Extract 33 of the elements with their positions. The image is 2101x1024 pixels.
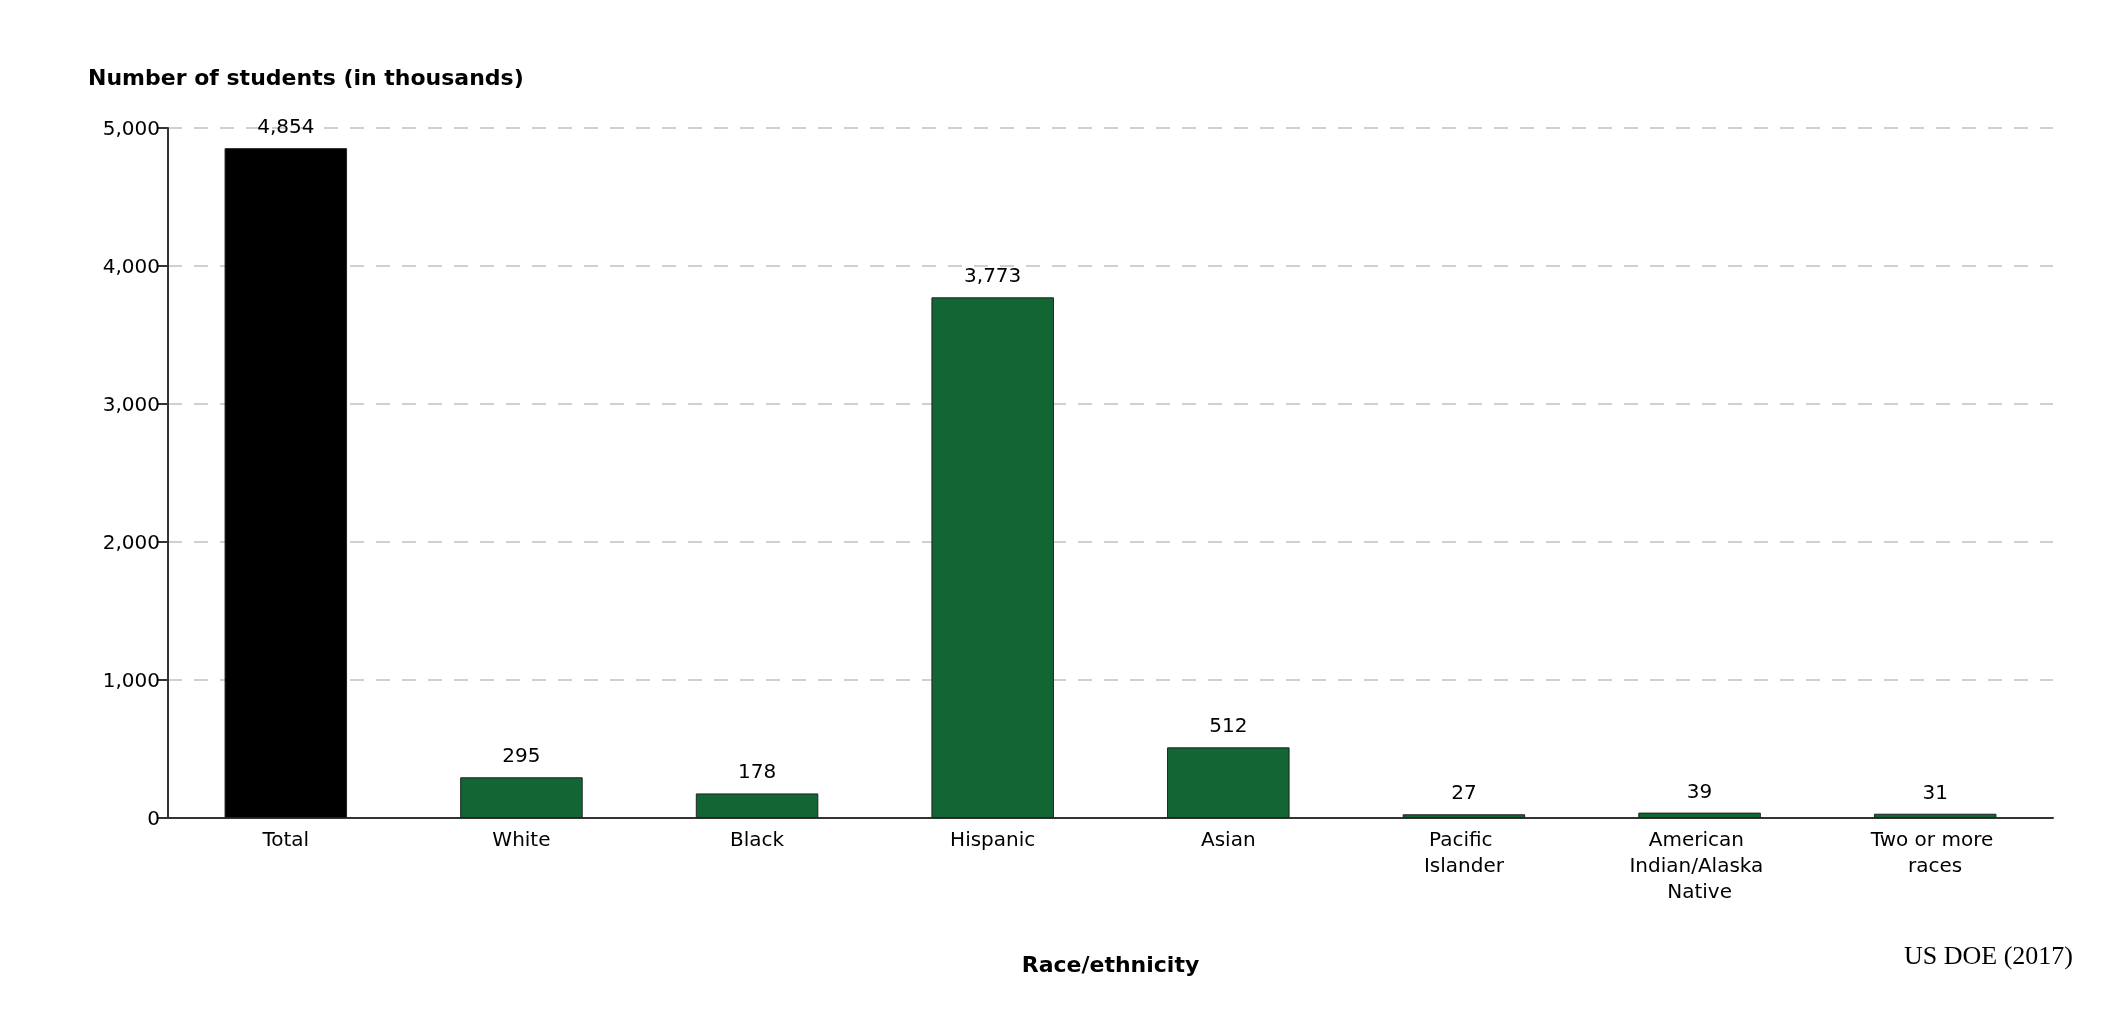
x-axis-title: Race/ethnicity — [1021, 951, 1200, 977]
x-tick-label: White — [492, 827, 551, 851]
y-tick-label: 5,000 — [102, 116, 160, 140]
bar — [931, 297, 1054, 818]
y-tick-label: 2,000 — [102, 530, 160, 554]
data-label: 4,854 — [257, 114, 315, 139]
x-tick-label: American Indian/Alaska Native — [1629, 827, 1770, 903]
bar — [1638, 812, 1761, 818]
data-label: 31 — [1922, 779, 1948, 804]
x-tick-label: Total — [261, 827, 310, 851]
data-label: 295 — [502, 743, 541, 768]
bar — [1873, 813, 1997, 818]
bar — [1402, 814, 1526, 818]
x-tick-label: Pacific Islander — [1423, 827, 1505, 877]
bar — [695, 793, 819, 818]
data-label: 39 — [1686, 778, 1713, 803]
y-tick-label: 3,000 — [102, 392, 160, 416]
data-label: 178 — [737, 759, 777, 784]
data-label: 512 — [1209, 713, 1248, 738]
bar — [224, 148, 348, 818]
data-label: 27 — [1451, 780, 1477, 805]
y-tick-label: 1,000 — [102, 668, 160, 692]
text: US DOE (2017) — [1904, 940, 2074, 970]
x-tick-label: Two or more races — [1869, 827, 2000, 877]
data-label: 3,773 — [964, 263, 1022, 288]
bar — [460, 777, 583, 818]
x-tick-label: Hispanic — [950, 827, 1036, 851]
y-axis-title: Number of students (in thousands) — [88, 64, 524, 90]
y-tick-label: 0 — [147, 806, 160, 830]
x-tick-label: Black — [730, 827, 785, 851]
bar — [1167, 747, 1290, 818]
y-tick-label: 4,000 — [102, 254, 160, 278]
x-tick-label: Asian — [1201, 827, 1256, 851]
